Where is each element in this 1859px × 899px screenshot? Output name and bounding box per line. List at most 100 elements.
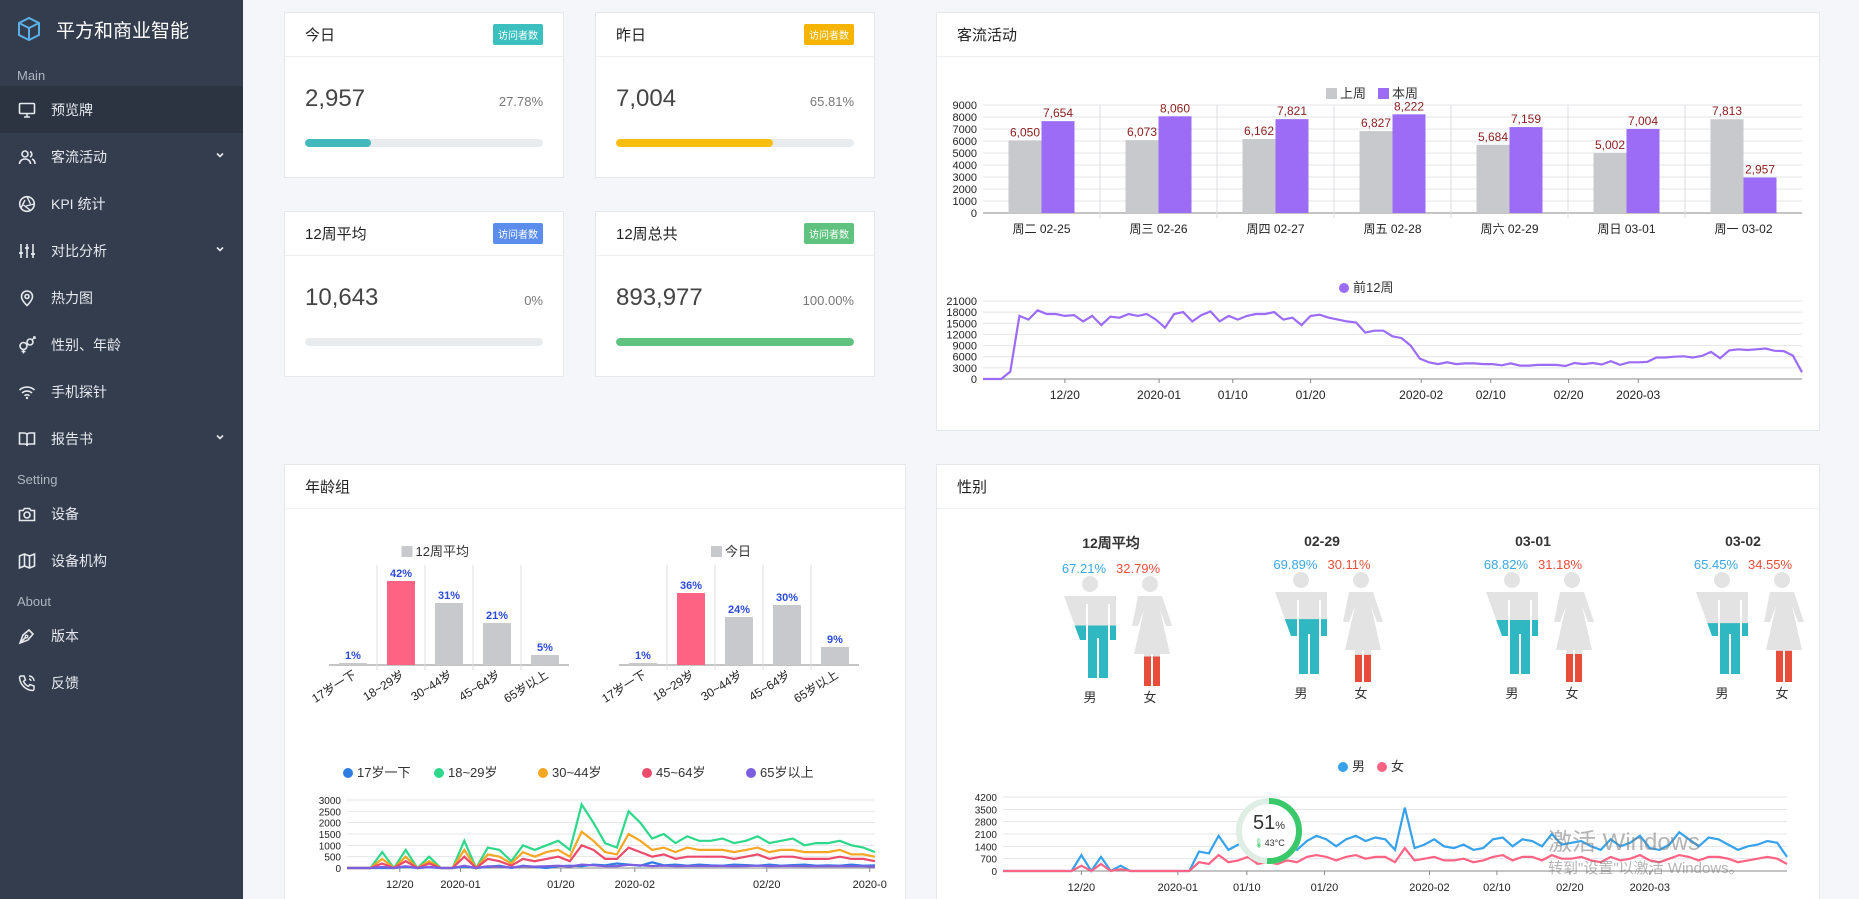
- sidebar-item-feedback[interactable]: 反馈: [0, 659, 243, 706]
- sidebar-item-compare[interactable]: 对比分析: [0, 227, 243, 274]
- y-tick-label: 18000: [946, 307, 977, 319]
- y-tick-label: 8000: [953, 112, 977, 124]
- data-label: 1%: [345, 650, 361, 662]
- card-title: 性别: [957, 479, 988, 496]
- stat-percent: 65.81%: [809, 94, 854, 109]
- card-header: 性别: [937, 465, 1819, 509]
- female-icon: [1564, 572, 1580, 588]
- x-tick-label: 02/10: [1483, 882, 1511, 894]
- legend-marker: [1339, 283, 1349, 293]
- bar: [1593, 152, 1627, 213]
- sidebar-item-label: 报告书: [51, 430, 93, 447]
- male-icon: [1082, 576, 1098, 592]
- sidebar-item-overview[interactable]: 预览牌: [0, 86, 243, 133]
- x-tick-label: 01/10: [1218, 388, 1248, 402]
- y-tick-label: 2000: [319, 819, 342, 830]
- progress-track: [305, 338, 543, 346]
- phone-call-icon: [17, 673, 37, 693]
- male-percent: 69.89%: [1273, 557, 1318, 572]
- sidebar-item-label: 版本: [51, 627, 79, 644]
- legend-label: 女: [1391, 759, 1404, 774]
- legend-marker: [746, 768, 756, 778]
- cpu-widget[interactable]: 51% 🌡43°C: [1236, 798, 1302, 864]
- gender-group-title: 12周平均: [1082, 535, 1140, 551]
- bar: [531, 655, 559, 665]
- sidebar-item-device[interactable]: 设备: [0, 490, 243, 537]
- data-label: 7,813: [1712, 104, 1742, 118]
- legend-label: 45~64岁: [656, 765, 706, 780]
- visitor-badge: 访问者数: [493, 24, 543, 45]
- sidebar-item-version[interactable]: 版本: [0, 612, 243, 659]
- bar: [1359, 131, 1393, 213]
- gender-figures-svg: 男女: [1064, 576, 1172, 705]
- y-tick-label: 0: [971, 374, 977, 386]
- widget-temp: 43°C: [1264, 838, 1285, 848]
- sidebar-item-label: 反馈: [51, 674, 79, 691]
- x-tick-label: 周二 02-25: [1012, 222, 1070, 236]
- y-tick-label: 1000: [953, 196, 977, 208]
- sidebar-item-label: 设备: [51, 505, 79, 522]
- brand[interactable]: 平方和商业智能: [0, 0, 243, 58]
- brand-name: 平方和商业智能: [56, 20, 190, 42]
- wifi-icon: [17, 382, 37, 402]
- data-label: 6,073: [1127, 125, 1157, 139]
- male-percent: 68.82%: [1483, 557, 1528, 572]
- x-tick-label: 周三 02-26: [1129, 222, 1187, 236]
- data-label: 2,957: [1745, 163, 1775, 177]
- gender-figure-group: 03-02 65.45% 34.55% 男女: [1663, 533, 1823, 702]
- y-tick-label: 12000: [946, 329, 977, 341]
- data-label: 6,827: [1361, 116, 1391, 130]
- widget-percent: 51: [1252, 812, 1276, 834]
- x-tick-label: 02/20: [753, 879, 781, 891]
- sidebar-item-probe[interactable]: 手机探针: [0, 368, 243, 415]
- female-percent: 30.11%: [1327, 557, 1371, 572]
- sidebar: 平方和商业智能 Main 预览牌 客流活动 KPI 统计 对比分析 热力图 性别…: [0, 0, 243, 899]
- female-percent: 34.55%: [1748, 557, 1793, 572]
- series-line: [1003, 846, 1788, 873]
- gender-figures-svg: 男女: [1696, 572, 1804, 701]
- x-tick-label: 02/20: [1554, 388, 1584, 402]
- widget-unit: %: [1275, 820, 1286, 832]
- y-tick-label: 5000: [953, 148, 977, 160]
- sidebar-item-report[interactable]: 报告书: [0, 415, 243, 462]
- data-label: 7,821: [1277, 104, 1307, 118]
- sidebar-item-kpi[interactable]: KPI 统计: [0, 180, 243, 227]
- cube-logo-icon: [18, 16, 40, 42]
- sidebar-item-label: 预览牌: [51, 101, 93, 118]
- data-label: 6,050: [1010, 125, 1040, 139]
- y-tick-label: 21000: [946, 296, 977, 308]
- male-label: 男: [1715, 686, 1728, 701]
- legend-label: 男: [1352, 759, 1365, 774]
- bar: [339, 663, 367, 665]
- legend-label: 17岁一下: [357, 765, 410, 780]
- sidebar-item-gender-age[interactable]: 性别、年龄: [0, 321, 243, 368]
- x-tick-label: 周六 02-29: [1480, 222, 1538, 236]
- progress-track: [305, 139, 543, 147]
- y-tick-label: 4000: [953, 160, 977, 172]
- chevron-down-icon: [216, 246, 224, 252]
- stat-card-yesterday: 昨日 访问者数 7,004 65.81%: [595, 12, 875, 178]
- x-tick-label: 2020-01: [440, 879, 480, 891]
- sidebar-item-traffic[interactable]: 客流活动: [0, 133, 243, 180]
- male-label: 男: [1083, 690, 1096, 705]
- legend-marker: [1378, 88, 1389, 99]
- data-label: 5,684: [1478, 130, 1508, 144]
- x-tick-label: 周四 02-27: [1246, 222, 1304, 236]
- gender-figure-group: 03-01 68.82% 31.18% 男女: [1453, 533, 1613, 702]
- male-icon: [1504, 572, 1520, 588]
- x-tick-label: 01/10: [1233, 882, 1261, 894]
- windows-watermark: 激活 Windows 转到"设置"以激活 Windows。: [1548, 822, 1744, 878]
- x-tick-label: 01/20: [1311, 882, 1339, 894]
- x-tick-label: 30~44岁: [698, 667, 745, 704]
- sidebar-item-heatmap[interactable]: 热力图: [0, 274, 243, 321]
- data-label: 7,004: [1628, 114, 1658, 128]
- visitor-badge: 访问者数: [804, 223, 854, 244]
- sidebar-item-label: 对比分析: [51, 242, 107, 259]
- data-label: 42%: [390, 568, 412, 580]
- sidebar-item-device-org[interactable]: 设备机构: [0, 537, 243, 584]
- male-percent: 65.45%: [1693, 557, 1738, 572]
- y-tick-label: 6000: [953, 136, 977, 148]
- female-label: 女: [1565, 686, 1578, 701]
- legend-label: 本周: [1392, 86, 1418, 101]
